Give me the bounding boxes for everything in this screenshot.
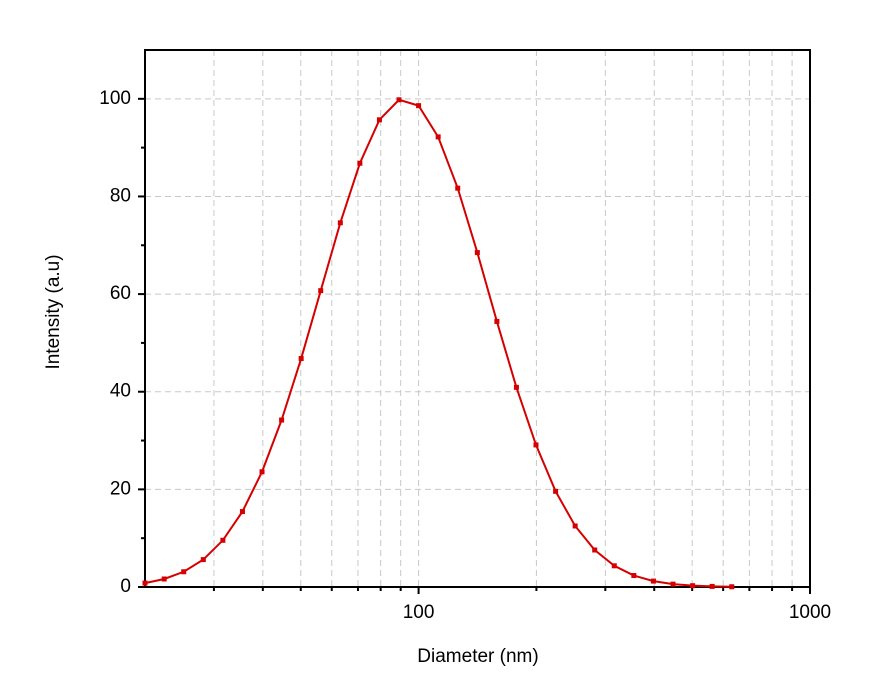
data-point [650, 578, 656, 584]
data-point [416, 103, 422, 109]
data-line [144, 98, 732, 588]
data-point [611, 563, 617, 569]
data-point [533, 442, 539, 448]
y-tick-label: 0 [120, 576, 131, 597]
data-point [279, 417, 285, 423]
data-point [592, 547, 598, 553]
data-point [513, 384, 519, 390]
data-point [572, 523, 578, 529]
data-point [161, 576, 167, 582]
data-point [337, 220, 343, 226]
y-tick-label: 20 [110, 478, 131, 499]
x-axis-label: Diameter (nm) [417, 646, 538, 667]
y-tick-label: 60 [110, 283, 131, 304]
data-point [142, 580, 148, 586]
data-point [239, 509, 245, 515]
data-point [357, 160, 363, 166]
x-tick-label: 100 [403, 602, 435, 623]
x-tick-label: 1000 [789, 602, 831, 623]
data-point [318, 288, 324, 294]
data-point [396, 97, 402, 103]
data-point [200, 557, 206, 563]
data-point [435, 134, 441, 140]
data-point [553, 488, 559, 494]
y-tick-label: 80 [110, 185, 131, 206]
data-point [690, 583, 696, 589]
data-point [298, 356, 304, 362]
data-point [259, 469, 265, 475]
data-point [670, 581, 676, 587]
data-point [474, 250, 480, 256]
y-tick-label: 100 [99, 88, 131, 109]
data-point [494, 318, 500, 324]
data-point [220, 537, 226, 543]
data-point [631, 573, 637, 579]
data-point [729, 584, 735, 590]
data-point [709, 583, 715, 589]
data-point [455, 185, 461, 191]
data-point [376, 117, 382, 123]
data-point [181, 569, 187, 575]
y-tick-label: 40 [110, 381, 131, 402]
plot-frame [144, 49, 811, 588]
y-axis-label: Intensity (a.u) [43, 254, 64, 369]
